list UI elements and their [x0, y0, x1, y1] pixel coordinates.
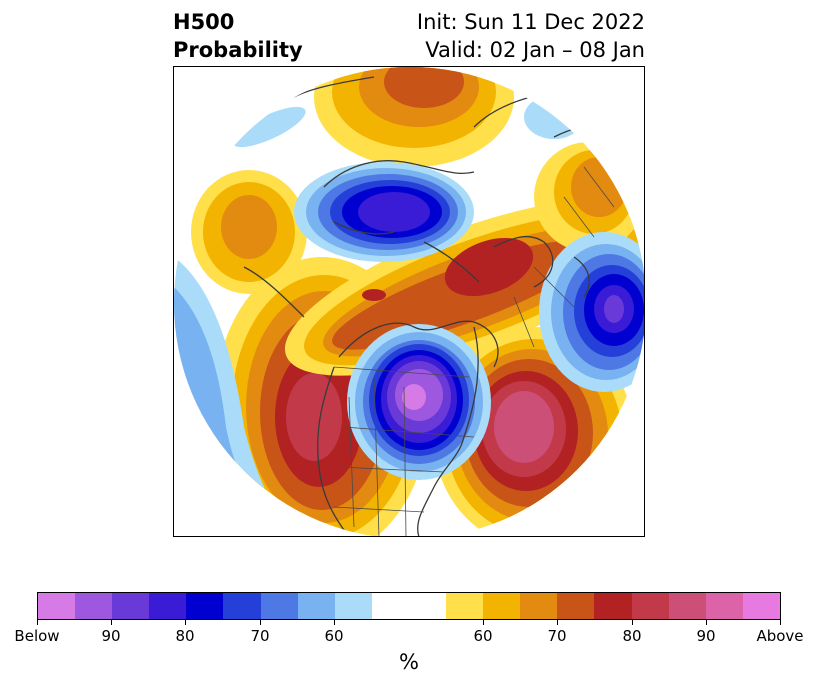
anomaly-below-arctic: [294, 162, 474, 262]
colorbar-segment: [408, 593, 447, 619]
colorbar-tick-mark: [334, 620, 335, 625]
colorbar-tick-label: Above: [756, 627, 804, 645]
colorbar-tick-mark: [632, 620, 633, 625]
colorbar-segment: [38, 593, 76, 619]
title-line-2: Probability: [173, 38, 303, 62]
anomaly-below-great-lakes: [347, 324, 491, 480]
colorbar-tick-mark: [37, 620, 38, 625]
run-info: Init: Sun 11 Dec 2022 Valid: 02 Jan – 08…: [417, 8, 645, 64]
anomaly-above-siberia: [191, 170, 307, 294]
colorbar-segment: [297, 593, 335, 619]
colorbar-label: %: [399, 650, 419, 674]
colorbar-segment: [705, 593, 743, 619]
colorbar-segment: [594, 593, 632, 619]
map-borders: [333, 166, 615, 536]
colorbar-tick-label: Below: [14, 627, 60, 645]
colorbar-tick-mark: [185, 620, 186, 625]
colorbar-tick-label: 80: [175, 627, 195, 645]
colorbar-tick-mark: [706, 620, 707, 625]
init-date: Init: Sun 11 Dec 2022: [416, 10, 645, 34]
colorbar-segment: [742, 593, 780, 619]
colorbar-segment: [334, 593, 372, 619]
hemisphere-disc: [174, 67, 644, 536]
anomaly-above-arctic: [314, 67, 514, 167]
colorbar-tick-label: 60: [324, 627, 344, 645]
colorbar-segment: [520, 593, 558, 619]
colorbar-tick-mark: [111, 620, 112, 625]
colorbar-segment: [75, 593, 113, 619]
colorbar-tick-label: 90: [101, 627, 121, 645]
colorbar-tick-label: 70: [250, 627, 270, 645]
colorbar-segment: [186, 593, 224, 619]
colorbar-segment: [668, 593, 706, 619]
colorbar-tick-label: 90: [696, 627, 716, 645]
colorbar-tick-mark: [260, 620, 261, 625]
map-svg: [174, 67, 644, 536]
colorbar: [37, 592, 781, 620]
colorbar-tick-label: 80: [622, 627, 642, 645]
colorbar-segment: [223, 593, 261, 619]
colorbar-segment: [371, 593, 409, 619]
colorbar-tick-mark: [483, 620, 484, 625]
probability-map: [173, 66, 645, 537]
colorbar-tick-label: 60: [473, 627, 493, 645]
title-block: H500 Probability: [173, 8, 303, 64]
colorbar-segment: [260, 593, 298, 619]
valid-range: Valid: 02 Jan – 08 Jan: [425, 38, 645, 62]
anomaly-below-europe: [539, 232, 644, 392]
colorbar-segment: [149, 593, 187, 619]
colorbar-segment: [446, 593, 484, 619]
title-line-1: H500: [173, 10, 235, 34]
colorbar-tick-mark: [557, 620, 558, 625]
colorbar-segment: [557, 593, 595, 619]
colorbar-tick-mark: [780, 620, 781, 625]
colorbar-tick-label: 70: [547, 627, 567, 645]
colorbar-segment: [631, 593, 669, 619]
colorbar-segment: [112, 593, 150, 619]
colorbar-segment: [483, 593, 521, 619]
